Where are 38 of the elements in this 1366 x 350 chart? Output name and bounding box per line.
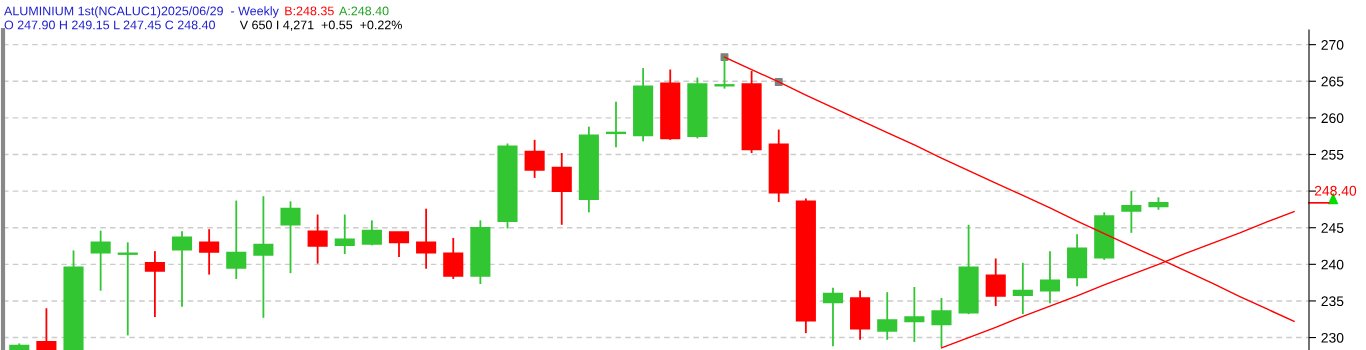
y-tick-label: 270: [1321, 39, 1344, 50]
candlestick: [171, 230, 193, 308]
candlestick: [1039, 250, 1061, 305]
candlestick: [334, 213, 355, 255]
candlestick: [36, 307, 57, 350]
candlestick: [226, 199, 247, 280]
candlestick: [931, 297, 952, 348]
candlestick: [1012, 261, 1033, 316]
candlestick: [551, 152, 572, 226]
candlestick: [877, 291, 898, 341]
candlestick: [822, 286, 844, 348]
text: B:248.35: [285, 6, 334, 16]
candlestick: [985, 257, 1006, 307]
candlestick: [1121, 190, 1142, 234]
annotation: V 650 I 4,271 +0.55 +0.22%: [239, 20, 402, 31]
text: O 247.90 H 249.15 L 247.45 C 248.40: [4, 20, 216, 30]
candlestick: [253, 195, 274, 319]
y-tick-label: 230: [1321, 332, 1344, 343]
ref-line-label: 248.40: [1314, 185, 1357, 196]
text: A:248.40: [339, 6, 389, 16]
candlestick: [90, 229, 111, 292]
candlestick: [416, 207, 437, 270]
y-tick-label: 240: [1321, 259, 1344, 270]
candlestick: [144, 250, 165, 318]
candlestick: [388, 231, 410, 258]
y-tick-label: 265: [1321, 76, 1344, 87]
candlestick: [280, 200, 301, 275]
candlestick: [904, 286, 925, 343]
y-tick-label: 260: [1321, 113, 1344, 124]
candlestick: [307, 213, 328, 265]
candlestick: [524, 138, 545, 179]
y-tick-label: 235: [1321, 296, 1344, 307]
candlestick: [199, 228, 220, 276]
y-tick-label: 245: [1321, 223, 1344, 233]
y-tick-label: 255: [1321, 149, 1344, 160]
chart-title: ALUMINIUM 1st(NCALUC1)2025/06/29 - Weekly: [4, 6, 279, 18]
candlestick: [443, 237, 464, 280]
candlestick: [361, 219, 382, 247]
